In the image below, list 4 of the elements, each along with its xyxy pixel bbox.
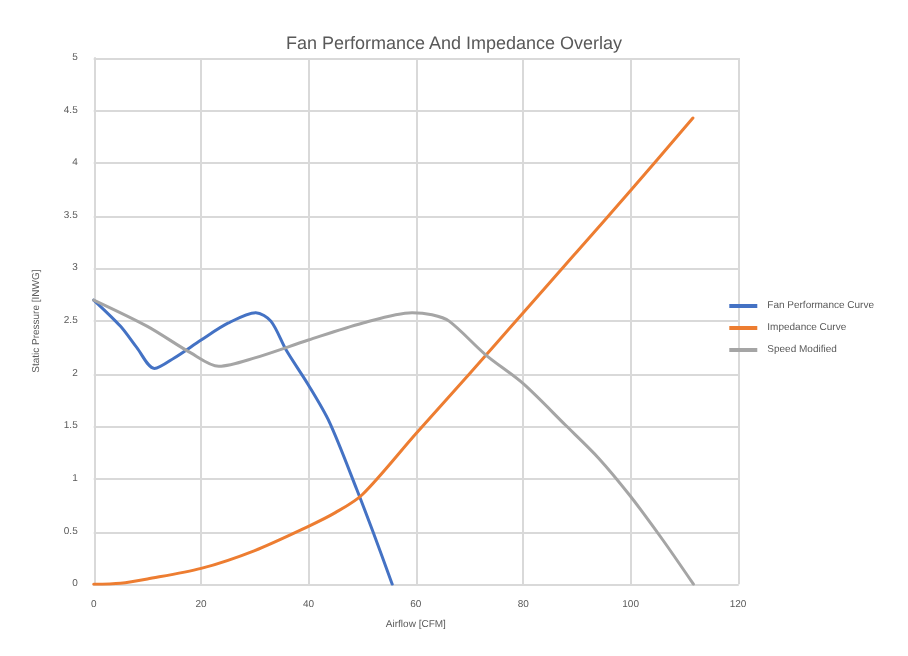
line-series: [92, 116, 695, 586]
line-series: [92, 298, 394, 586]
chart-title: Fan Performance And Impedance Overlay: [285, 33, 624, 53]
line-series: [92, 298, 695, 586]
